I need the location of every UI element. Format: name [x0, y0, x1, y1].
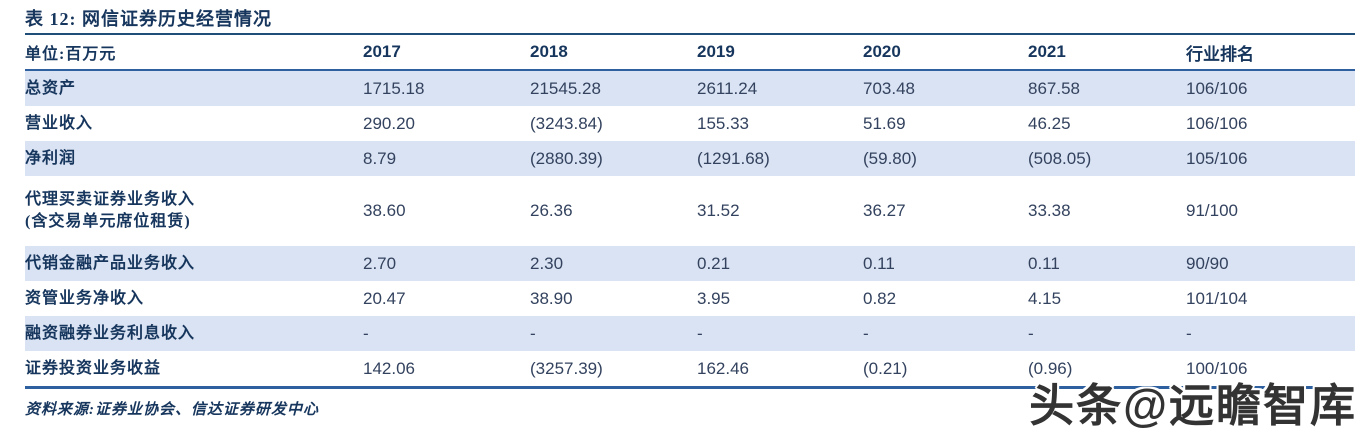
row-label-line1: 融资融券业务利息收入	[25, 324, 196, 342]
rank-cell: 105/106	[1186, 148, 1248, 168]
row-label: 资管业务净收入	[25, 281, 363, 316]
value-cell: -	[863, 323, 869, 343]
rank-cell: 101/104	[1186, 288, 1248, 308]
value-cell: (3243.84)	[530, 113, 603, 133]
table-header: 单位:百万元 2017 2018 2019 2020 2021 行业排名	[25, 33, 1355, 71]
table-row: 证券投资业务收益 142.06 (3257.39) 162.46 (0.21) (0.96…	[25, 351, 1355, 386]
column-header-2020: 2020	[863, 33, 1028, 71]
table-body: 总资产 1715.18 21545.28 2611.24 703.48 867.58 106…	[25, 70, 1355, 386]
row-label-line1: 证券投资业务收益	[25, 359, 162, 377]
watermark: 头条@远瞻智库	[1029, 380, 1357, 431]
source-note: 资料来源:证券业协会、信达证券研发中心	[25, 402, 319, 418]
table-row: 营业收入 290.20 (3243.84) 155.33 51.69 46.25 106/1…	[25, 106, 1355, 141]
rank-cell: 100/106	[1186, 358, 1248, 378]
value-cell: 0.11	[1028, 253, 1060, 273]
rank-cell: 90/90	[1186, 253, 1229, 273]
unit-label: 单位:百万元	[25, 33, 363, 71]
value-cell: -	[1028, 323, 1034, 343]
value-cell: 38.90	[530, 288, 573, 308]
table-row: 净利润 8.79 (2880.39) (1291.68) (59.80) (508.05)…	[25, 141, 1355, 176]
value-cell: 26.36	[530, 201, 573, 220]
value-cell: 31.52	[697, 201, 740, 220]
row-label-line1: 营业收入	[25, 114, 94, 132]
row-label-line1: 净利润	[25, 149, 77, 167]
row-label: 营业收入	[25, 106, 363, 141]
table-row: 融资融券业务利息收入 - - - - - -	[25, 316, 1355, 351]
value-cell: -	[530, 323, 536, 343]
financial-table: 单位:百万元 2017 2018 2019 2020 2021 行业排名 总资产 1715.…	[25, 33, 1355, 386]
value-cell: 703.48	[863, 78, 915, 98]
value-cell: 2.30	[530, 253, 564, 273]
column-header-2021: 2021	[1028, 33, 1186, 71]
table-title: 表 12: 网信证券历史经营情况	[25, 9, 272, 29]
table-row: 代销金融产品业务收入 2.70 2.30 0.21 0.11 0.11 90/90	[25, 246, 1355, 281]
column-header-2017: 2017	[363, 33, 530, 71]
value-cell: 3.95	[697, 288, 731, 308]
value-cell: 142.06	[363, 358, 415, 378]
rank-cell: 106/106	[1186, 113, 1248, 133]
value-cell: 4.15	[1028, 288, 1062, 308]
value-cell: -	[363, 323, 369, 343]
rank-cell: 91/100	[1186, 201, 1238, 220]
rank-cell: 106/106	[1186, 78, 1248, 98]
table-bottom-rule	[25, 386, 1355, 389]
table-row: 总资产 1715.18 21545.28 2611.24 703.48 867.58 106…	[25, 70, 1355, 106]
row-label: 代销金融产品业务收入	[25, 246, 363, 281]
row-label-line2: (含交易单元席位租赁)	[25, 213, 191, 230]
header-row: 单位:百万元 2017 2018 2019 2020 2021 行业排名	[25, 33, 1355, 71]
rank-cell: -	[1186, 323, 1192, 343]
row-label: 融资融券业务利息收入	[25, 316, 363, 351]
row-label: 总资产	[25, 70, 363, 106]
column-header-2018: 2018	[530, 33, 697, 71]
column-header-2019: 2019	[697, 33, 863, 71]
table-row: 资管业务净收入 20.47 38.90 3.95 0.82 4.15 101/104	[25, 281, 1355, 316]
value-cell: -	[697, 323, 703, 343]
row-label-line1: 代销金融产品业务收入	[25, 254, 196, 272]
value-cell: 867.58	[1028, 78, 1080, 98]
value-cell: (1291.68)	[697, 148, 770, 168]
row-label-line1: 代理买卖证券业务收入	[25, 191, 196, 208]
row-label: 证券投资业务收益	[25, 351, 363, 386]
value-cell: 51.69	[863, 113, 906, 133]
value-cell: 0.11	[863, 253, 895, 273]
row-label: 代理买卖证券业务收入 (含交易单元席位租赁)	[25, 176, 363, 246]
value-cell: 33.38	[1028, 201, 1071, 220]
value-cell: 21545.28	[530, 78, 601, 98]
value-cell: 20.47	[363, 288, 406, 308]
value-cell: (0.96)	[1028, 358, 1073, 378]
report-table-page: 表 12: 网信证券历史经营情况 单位:百万元 2017 2018 2019 2020…	[25, 9, 1355, 418]
row-label-line1: 资管业务净收入	[25, 289, 145, 307]
row-label: 净利润	[25, 141, 363, 176]
value-cell: 0.82	[863, 288, 897, 308]
column-header-rank: 行业排名	[1186, 33, 1355, 71]
value-cell: 0.21	[697, 253, 731, 273]
value-cell: (508.05)	[1028, 148, 1092, 168]
value-cell: 46.25	[1028, 113, 1071, 133]
value-cell: 1715.18	[363, 78, 425, 98]
value-cell: (59.80)	[863, 148, 917, 168]
value-cell: 2611.24	[697, 78, 758, 98]
value-cell: 155.33	[697, 113, 749, 133]
value-cell: 36.27	[863, 201, 906, 220]
table-row: 代理买卖证券业务收入 (含交易单元席位租赁) 38.60 26.36 31.52 36.2…	[25, 176, 1355, 246]
value-cell: (0.21)	[863, 358, 908, 378]
value-cell: (2880.39)	[530, 148, 603, 168]
value-cell: 8.79	[363, 148, 397, 168]
row-label-line1: 总资产	[25, 79, 77, 97]
value-cell: (3257.39)	[530, 358, 603, 378]
value-cell: 2.70	[363, 253, 397, 273]
value-cell: 290.20	[363, 113, 415, 133]
value-cell: 38.60	[363, 201, 406, 220]
value-cell: 162.46	[697, 358, 749, 378]
